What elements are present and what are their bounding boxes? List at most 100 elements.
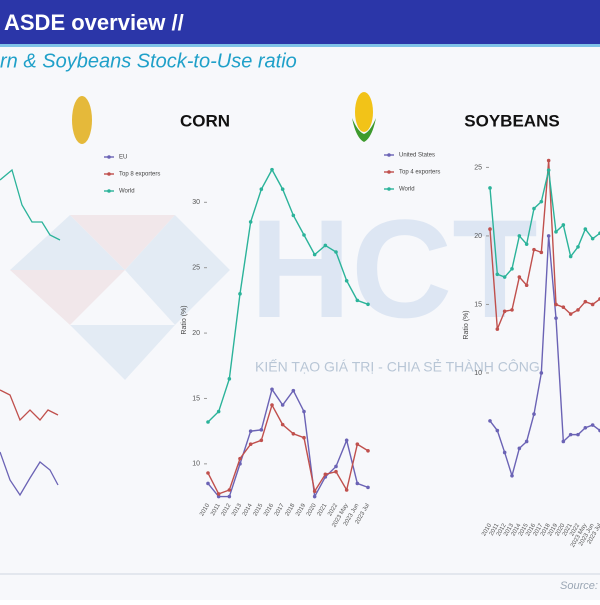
wm-shape: [10, 270, 125, 325]
data-point: [302, 233, 306, 237]
data-point: [561, 305, 566, 309]
source: Source:: [560, 580, 598, 592]
data-point: [539, 199, 544, 204]
data-point: [583, 299, 588, 304]
data-point: [216, 409, 221, 414]
data-point: [344, 278, 349, 283]
corn-icon: [72, 92, 376, 144]
corn-cob: [355, 92, 373, 132]
chart-title: CORN: [180, 111, 230, 130]
partial-line: [0, 389, 59, 422]
data-point: [355, 481, 360, 486]
data-point: [576, 432, 580, 437]
data-point: [488, 419, 492, 423]
data-point: [517, 234, 522, 238]
wm-shape: [70, 325, 175, 380]
data-point: [334, 469, 338, 474]
data-point: [291, 213, 296, 218]
wm-shape: [125, 215, 230, 270]
data-point: [227, 488, 232, 492]
legend-marker: [107, 155, 111, 159]
data-point: [206, 471, 210, 475]
data-point: [206, 481, 210, 486]
data-point: [238, 292, 242, 296]
x-tick-label: 2011: [210, 502, 222, 517]
y-tick-label: 10: [474, 370, 482, 377]
header-rule: [0, 44, 600, 47]
data-point: [524, 242, 529, 246]
header-bar: [0, 0, 600, 44]
data-point: [366, 448, 370, 453]
y-tick-label: 30: [192, 199, 200, 206]
legend-marker: [107, 189, 111, 193]
data-point: [524, 283, 529, 288]
data-point: [334, 250, 338, 254]
data-point: [576, 245, 580, 249]
y-tick-label: 20: [192, 330, 200, 337]
data-point: [546, 168, 551, 172]
data-point: [216, 492, 221, 496]
data-point: [280, 403, 285, 407]
legend-label: United States: [399, 153, 435, 159]
data-point: [259, 187, 264, 192]
data-point: [323, 472, 328, 477]
data-point: [590, 236, 595, 241]
data-point: [546, 234, 551, 238]
data-point: [495, 428, 500, 433]
data-point: [270, 167, 274, 172]
legend-label: Top 4 exporters: [399, 170, 440, 176]
data-point: [583, 227, 588, 231]
data-point: [344, 488, 349, 492]
data-point: [248, 442, 253, 447]
data-point: [568, 432, 573, 437]
data-point: [532, 247, 536, 252]
data-point: [510, 267, 514, 271]
data-point: [495, 327, 500, 331]
data-point: [280, 187, 285, 192]
series-line: [207, 168, 369, 423]
data-point: [502, 309, 507, 314]
corn-leaf: [352, 118, 376, 142]
data-point: [590, 302, 595, 307]
data-point: [366, 302, 370, 307]
legend-label: World: [399, 187, 415, 193]
data-point: [312, 252, 317, 257]
data-point: [502, 275, 507, 279]
data-point: [539, 250, 544, 255]
data-point: [227, 494, 232, 499]
data-point: [510, 473, 514, 478]
data-point: [554, 302, 558, 307]
data-point: [561, 439, 566, 444]
partial-chart: [0, 168, 61, 497]
data-point: [227, 377, 232, 381]
data-point: [517, 275, 522, 279]
data-point: [561, 223, 566, 227]
data-point: [583, 425, 588, 430]
series-line: [489, 169, 600, 278]
data-point: [568, 312, 573, 316]
data-point: [495, 272, 500, 277]
data-point: [259, 438, 264, 443]
data-point: [488, 186, 492, 190]
legend-marker: [107, 172, 111, 176]
data-point: [355, 298, 360, 303]
wm-logo: HCT: [250, 190, 538, 347]
data-point: [576, 308, 580, 312]
data-point: [554, 230, 558, 234]
wheat-icon: [72, 96, 92, 144]
data-point: [238, 456, 242, 461]
series-line: [207, 403, 369, 495]
data-point: [488, 227, 492, 231]
data-point: [206, 420, 210, 424]
data-point: [312, 489, 317, 494]
data-point: [554, 316, 558, 320]
partial-line: [0, 451, 59, 497]
data-point: [216, 494, 221, 499]
wm-shape: [70, 215, 175, 270]
chart-title: SOYBEANS: [464, 111, 559, 130]
y-tick-label: 15: [192, 395, 200, 402]
y-axis-label: Ratio (%): [181, 305, 188, 334]
legend-marker: [387, 187, 391, 191]
